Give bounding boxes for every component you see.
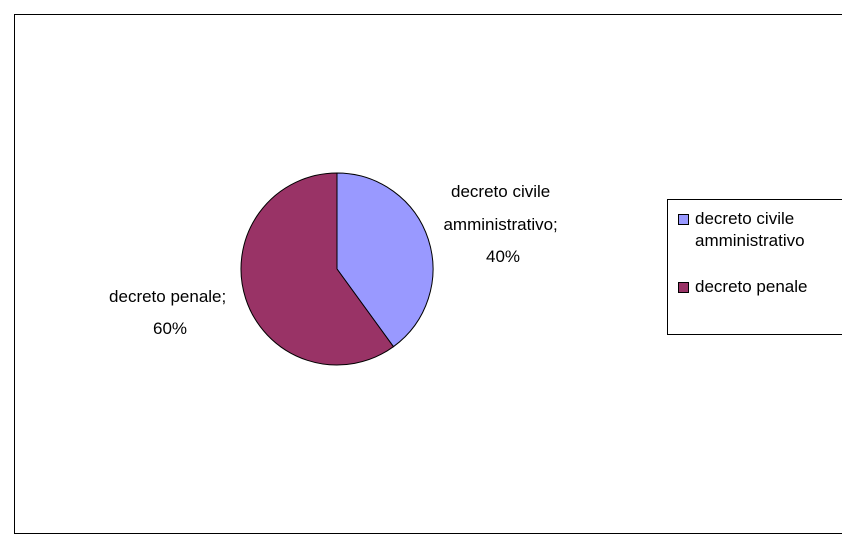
pie-chart: decreto civile amministrativo; 40% decre… (109, 172, 562, 366)
legend-swatch-penale (678, 282, 689, 293)
data-label-civile-line2: amministrativo; (443, 215, 557, 234)
legend-label-civile-line1: decreto civile (695, 209, 795, 228)
data-label-penale: decreto penale; 60% (109, 287, 231, 338)
pie-slice-civile (336, 172, 434, 348)
data-label-penale-line1: decreto penale; (109, 287, 226, 306)
legend-item-civile: decreto civile amministrativo (678, 208, 842, 252)
legend-label-civile-line2: amministrativo (695, 231, 805, 250)
legend-label-penale: decreto penale (695, 277, 808, 296)
data-label-penale-line2: 60% (153, 319, 187, 338)
legend-item-penale: decreto penale (678, 276, 842, 298)
legend-swatch-civile (678, 214, 689, 225)
data-label-civile-line3: 40% (486, 247, 520, 266)
data-label-civile-line1: decreto civile (451, 182, 550, 201)
pie-slice-penale (240, 172, 395, 366)
legend: decreto civile amministrativo decreto pe… (667, 199, 842, 335)
legend-label-civile: decreto civile amministrativo (695, 208, 842, 252)
data-label-civile: decreto civile amministrativo; 40% (443, 182, 562, 266)
